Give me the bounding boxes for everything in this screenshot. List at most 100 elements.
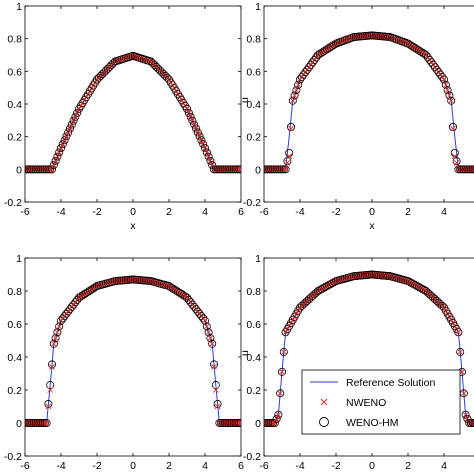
y-tick-label: 1: [16, 1, 22, 13]
x-tick-label: 2: [166, 206, 172, 218]
weno-hm-marker: [60, 136, 69, 145]
nweno-marker: [74, 109, 81, 116]
panel-top-left: -6 -4 -2 0 2 4 6 -0.2 0 0.2 0.4 0.6 0.8 1 x: [4, 1, 244, 232]
nweno-marker: [203, 323, 210, 330]
weno-hm-marker: [195, 132, 204, 141]
reference-solution-line: [264, 34, 474, 170]
weno-hm-marker: [42, 418, 51, 427]
weno-hm-marker: [62, 132, 71, 141]
weno-hm-marker: [274, 410, 283, 419]
weno-hm-marker: [448, 122, 457, 131]
x-tick-label: -6: [20, 206, 29, 218]
nweno-marker: [63, 133, 70, 140]
y-tick-label: 0.6: [246, 319, 261, 331]
plot-area: [264, 31, 474, 174]
weno-hm-marker: [46, 381, 55, 390]
y-tick-label: 0: [255, 418, 261, 430]
nweno-marker: [65, 129, 72, 136]
weno-hm-marker: [186, 112, 195, 121]
nweno-marker: [238, 420, 241, 426]
weno-hm-marker: [281, 165, 290, 174]
nweno-marker: [205, 329, 212, 336]
weno-hm-marker: [57, 144, 66, 153]
weno-hm-marker: [454, 328, 463, 337]
x-tick-label: -4: [295, 460, 304, 472]
weno-hm-marker: [190, 120, 199, 129]
weno-hm-marker: [456, 348, 465, 357]
reference-solution-line: [25, 278, 241, 424]
weno-hm-marker: [48, 360, 57, 369]
x-tick-label: -6: [259, 460, 268, 472]
weno-hm-marker: [279, 165, 288, 174]
weno-hm-marker: [472, 419, 474, 427]
nweno-marker: [67, 125, 73, 132]
nweno-marker: [455, 329, 462, 336]
x-tick-label: 2: [405, 460, 411, 472]
nweno-marker: [193, 125, 199, 132]
weno-hm-marker: [200, 144, 209, 153]
x-tick-label: 0: [130, 206, 136, 218]
nweno-marker: [273, 415, 280, 422]
nweno-marker: [453, 159, 460, 166]
weno-hm-marker: [235, 165, 241, 174]
nweno-marker: [209, 162, 216, 169]
nweno-marker: [460, 390, 467, 397]
x-tick-label: 4: [202, 460, 208, 472]
y-tick-label: 1: [16, 253, 22, 265]
y-tick-label: 0.8: [7, 286, 22, 298]
nweno-marker: [200, 141, 207, 148]
y-tick-label: 0.2: [246, 132, 261, 144]
y-tick-label: 0.8: [246, 286, 261, 298]
y-axis-label: u: [239, 97, 251, 103]
x-tick-label: 2: [405, 206, 411, 218]
nweno-marker: [448, 97, 455, 104]
y-tick-label: 0.4: [7, 352, 22, 364]
nweno-marker: [43, 420, 50, 426]
y-tick-label: 0.2: [7, 132, 22, 144]
x-tick-label: 4: [441, 460, 447, 472]
nweno-marker: [49, 166, 55, 173]
x-tick-label: -2: [92, 206, 101, 218]
nweno-marker: [191, 121, 198, 128]
weno-hm-marker: [202, 148, 211, 157]
weno-hm-marker: [191, 124, 200, 133]
x-tick-label: -2: [331, 460, 340, 472]
y-tick-label: 1: [255, 1, 261, 13]
nweno-marker: [277, 390, 284, 397]
nweno-marker: [58, 145, 64, 152]
weno-hm-marker: [461, 410, 470, 419]
y-tick-label: 0.2: [246, 385, 261, 397]
weno-hm-marker: [66, 124, 75, 133]
nweno-marker: [184, 105, 190, 112]
reference-solution-line: [25, 55, 241, 170]
y-tick-label: 0: [255, 164, 261, 176]
weno-hm-marker: [48, 165, 57, 174]
weno-hm-marker: [277, 367, 286, 376]
nweno-marker: [49, 363, 55, 370]
y-tick-label: -0.2: [243, 451, 261, 463]
plot-frame: [24, 257, 242, 457]
x-tick-label: -6: [259, 206, 268, 218]
nweno-marker: [450, 125, 456, 132]
weno-hm-marker: [272, 414, 281, 423]
x-axis-label: x: [369, 220, 375, 232]
y-tick-label: -0.2: [243, 197, 261, 209]
weno-hm-marker: [235, 419, 241, 427]
nweno-marker: [194, 129, 201, 136]
nweno-marker: [238, 166, 241, 173]
weno-hm-marker: [270, 418, 279, 427]
y-tick-label: 0: [16, 418, 22, 430]
nweno-marker: [59, 141, 66, 148]
nweno-marker: [275, 411, 282, 418]
weno-hm-marker: [69, 116, 78, 125]
x-tick-label: 0: [369, 460, 375, 472]
weno-hm-marker: [193, 128, 202, 137]
nweno-marker: [50, 340, 57, 347]
weno-hm-marker: [276, 389, 285, 398]
weno-hm-marker: [447, 96, 456, 105]
weno-hm-marker: [470, 165, 474, 174]
weno-hm-marker: [64, 128, 73, 137]
nweno-marker: [196, 133, 203, 140]
weno-hm-marker: [73, 108, 82, 117]
